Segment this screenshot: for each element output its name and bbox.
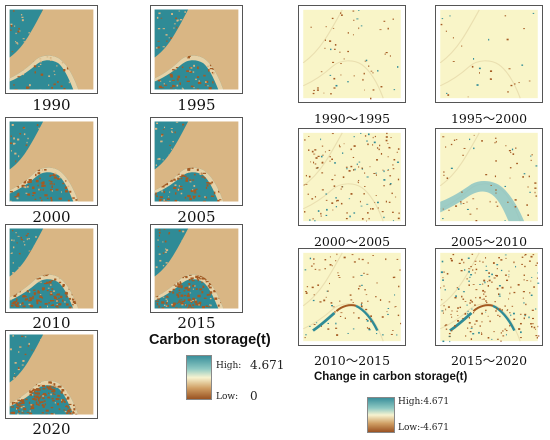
legend-stock-colorbar: [186, 355, 212, 400]
map-2010: [5, 224, 98, 313]
map-raster: [9, 121, 94, 202]
change-map-label-1995-2000: 1995～2000: [450, 111, 528, 126]
map-raster: [9, 9, 94, 90]
map-2000: [5, 117, 98, 206]
change-map-1990-1995: [298, 5, 406, 103]
change-map-label-2005-2010: 2005～2010: [450, 234, 528, 249]
map-raster: [154, 121, 239, 202]
map-label-2000: 2000: [32, 208, 71, 226]
map-label-2010: 2010: [32, 314, 71, 332]
legend-stock-high-label: High:: [216, 361, 242, 371]
change-raster: [439, 9, 538, 99]
change-map-label-2010-2015: 2010～2015: [313, 353, 391, 368]
legend-change-colorbar: [367, 397, 395, 433]
legend-stock-title: Carbon storage(t): [149, 332, 271, 348]
map-raster: [154, 9, 239, 90]
change-map-label-2000-2005: 2000～2005: [313, 234, 391, 249]
change-map-label-2015-2020: 2015～2020: [450, 353, 528, 368]
map-label-1990: 1990: [32, 96, 71, 114]
change-map-2010-2015: [298, 248, 406, 346]
map-2005: [150, 117, 243, 206]
map-label-2005: 2005: [177, 208, 216, 226]
legend-stock-low-label: Low:: [216, 392, 239, 402]
change-map-2000-2005: [298, 128, 406, 226]
map-raster: [9, 334, 94, 415]
change-raster: [439, 252, 540, 343]
change-raster: [439, 132, 538, 222]
legend-stock-low-value: 0: [250, 389, 258, 403]
map-2015: [150, 224, 243, 313]
map-raster: [154, 228, 239, 309]
map-label-1995: 1995: [177, 96, 216, 114]
change-map-1995-2000: [435, 5, 543, 103]
map-raster: [9, 228, 94, 309]
legend-change-title: Change in carbon storage(t): [314, 371, 468, 383]
change-raster: [302, 252, 402, 342]
map-label-2015: 2015: [177, 314, 216, 332]
map-2020: [5, 330, 98, 419]
legend-change-low-label: Low:-4.671: [398, 423, 449, 433]
map-1995: [150, 5, 243, 94]
change-raster: [302, 9, 401, 100]
map-label-2020: 2020: [32, 420, 71, 438]
legend-change-high-label: High:4.671: [398, 397, 450, 407]
change-raster: [302, 132, 401, 222]
map-1990: [5, 5, 98, 94]
legend-stock-high-value: 4.671: [250, 358, 285, 372]
change-map-2015-2020: [435, 248, 543, 346]
change-map-label-1990-1995: 1990～1995: [313, 111, 391, 126]
change-map-2005-2010: [435, 128, 543, 226]
